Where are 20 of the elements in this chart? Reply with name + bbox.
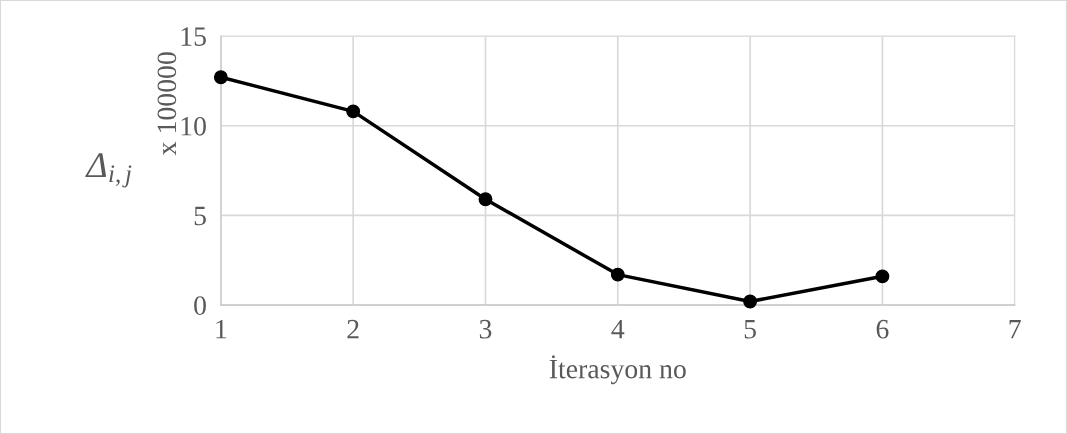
text: x 100000 bbox=[157, 52, 177, 156]
x-tick-label: 1 bbox=[216, 319, 227, 339]
point bbox=[743, 294, 758, 309]
y-tick-label: 15 bbox=[181, 27, 206, 46]
y-tick-label: 5 bbox=[194, 206, 206, 226]
point bbox=[213, 70, 228, 85]
x-tick-label: 5 bbox=[744, 320, 756, 339]
x-tick-label: 2 bbox=[347, 319, 359, 339]
point bbox=[346, 104, 361, 119]
x-tick-label: 4 bbox=[611, 319, 625, 339]
point bbox=[875, 269, 890, 284]
y-tick-label: 0 bbox=[194, 296, 206, 316]
x-tick-label: 6 bbox=[876, 319, 889, 339]
point bbox=[478, 192, 493, 207]
y-axis-title: Δ$_{i,j}$ bbox=[85, 153, 132, 188]
x-tick-label: 3 bbox=[479, 319, 492, 339]
point bbox=[610, 267, 625, 282]
x-tick-label: 7 bbox=[1009, 320, 1021, 339]
y-tick-label: 10 bbox=[181, 116, 206, 136]
x-axis-title: İterasyon no bbox=[549, 355, 686, 385]
